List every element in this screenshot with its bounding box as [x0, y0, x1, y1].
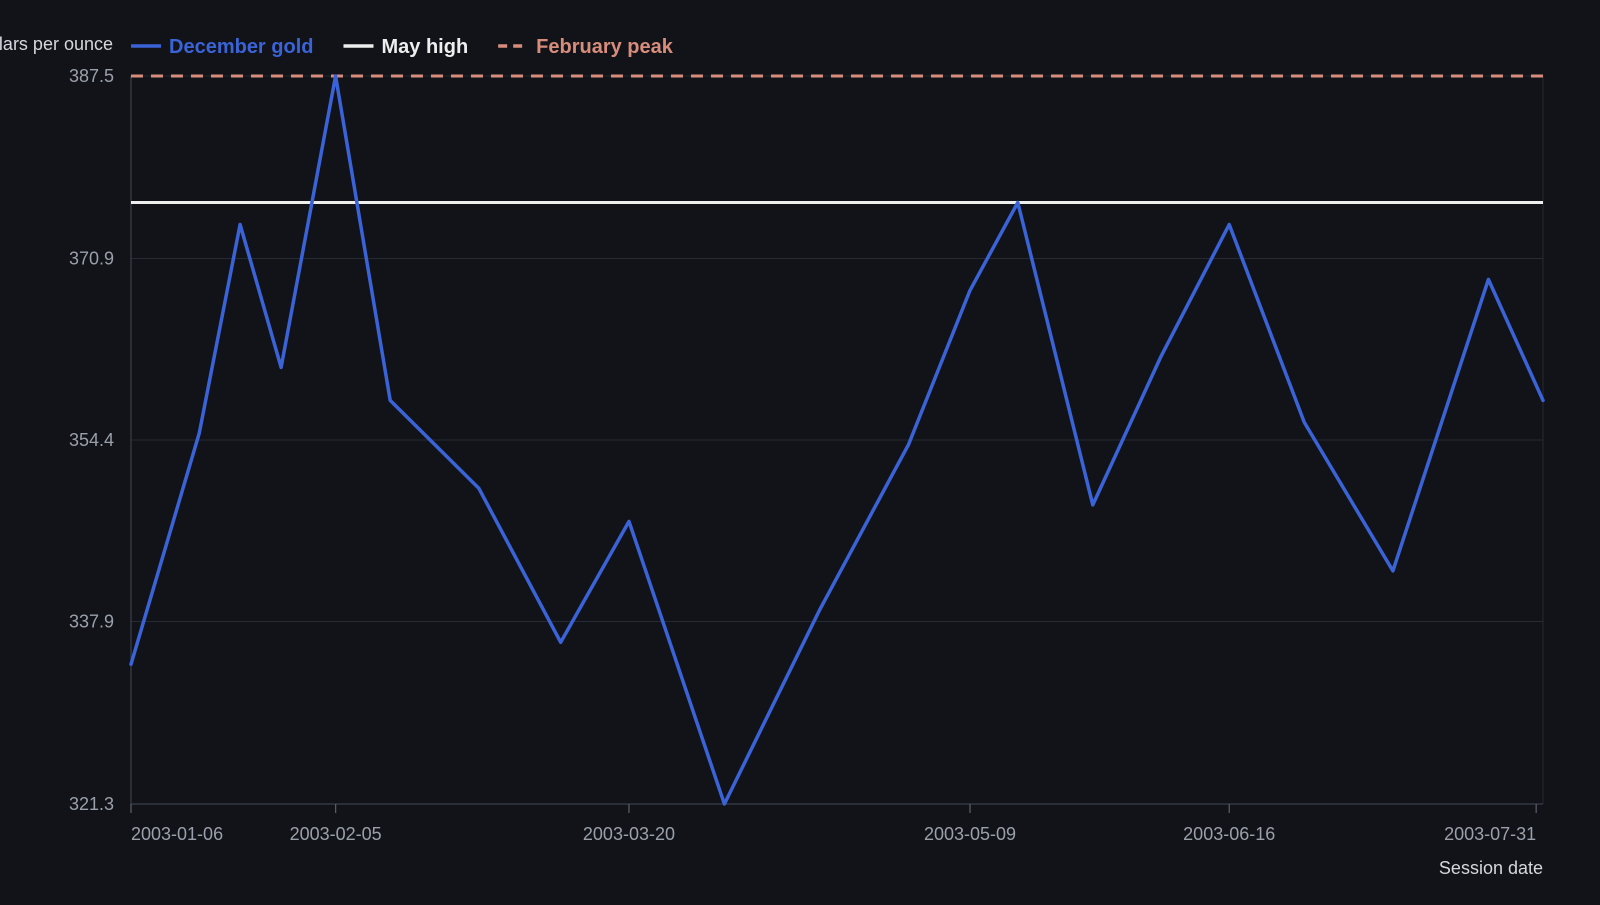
legend-label: February peak: [536, 36, 674, 58]
x-tick-label: 2003-06-16: [1183, 824, 1275, 844]
x-tick-label: 2003-05-09: [924, 824, 1016, 844]
x-tick-label: 2003-02-05: [290, 824, 382, 844]
y-tick-label: 370.9: [69, 249, 114, 269]
y-tick-label: 337.9: [69, 611, 114, 631]
y-axis-title: Dollars per ounce: [0, 34, 113, 54]
x-tick-label: 2003-03-20: [583, 824, 675, 844]
legend: December gold May high February peak: [131, 36, 674, 58]
reference-lines: [131, 74, 1543, 204]
series-line-december-gold: [129, 74, 1545, 806]
y-tick-label: 387.5: [69, 66, 114, 86]
x-axis-title: Session date: [1439, 858, 1543, 878]
x-tick-label: 2003-07-31: [1444, 824, 1536, 844]
legend-label: May high: [381, 36, 468, 58]
axis-layer: 321.3 337.9 354.4 370.9 387.5 2003-01-06 2003-…: [69, 66, 1543, 844]
series-layer: [129, 74, 1545, 806]
y-tick-label: 354.4: [69, 430, 114, 450]
grid-layer: [131, 75, 1544, 805]
x-tick-label: 2003-01-06: [131, 824, 223, 844]
legend-label: December gold: [169, 36, 313, 58]
y-tick-label: 321.3: [69, 794, 114, 814]
